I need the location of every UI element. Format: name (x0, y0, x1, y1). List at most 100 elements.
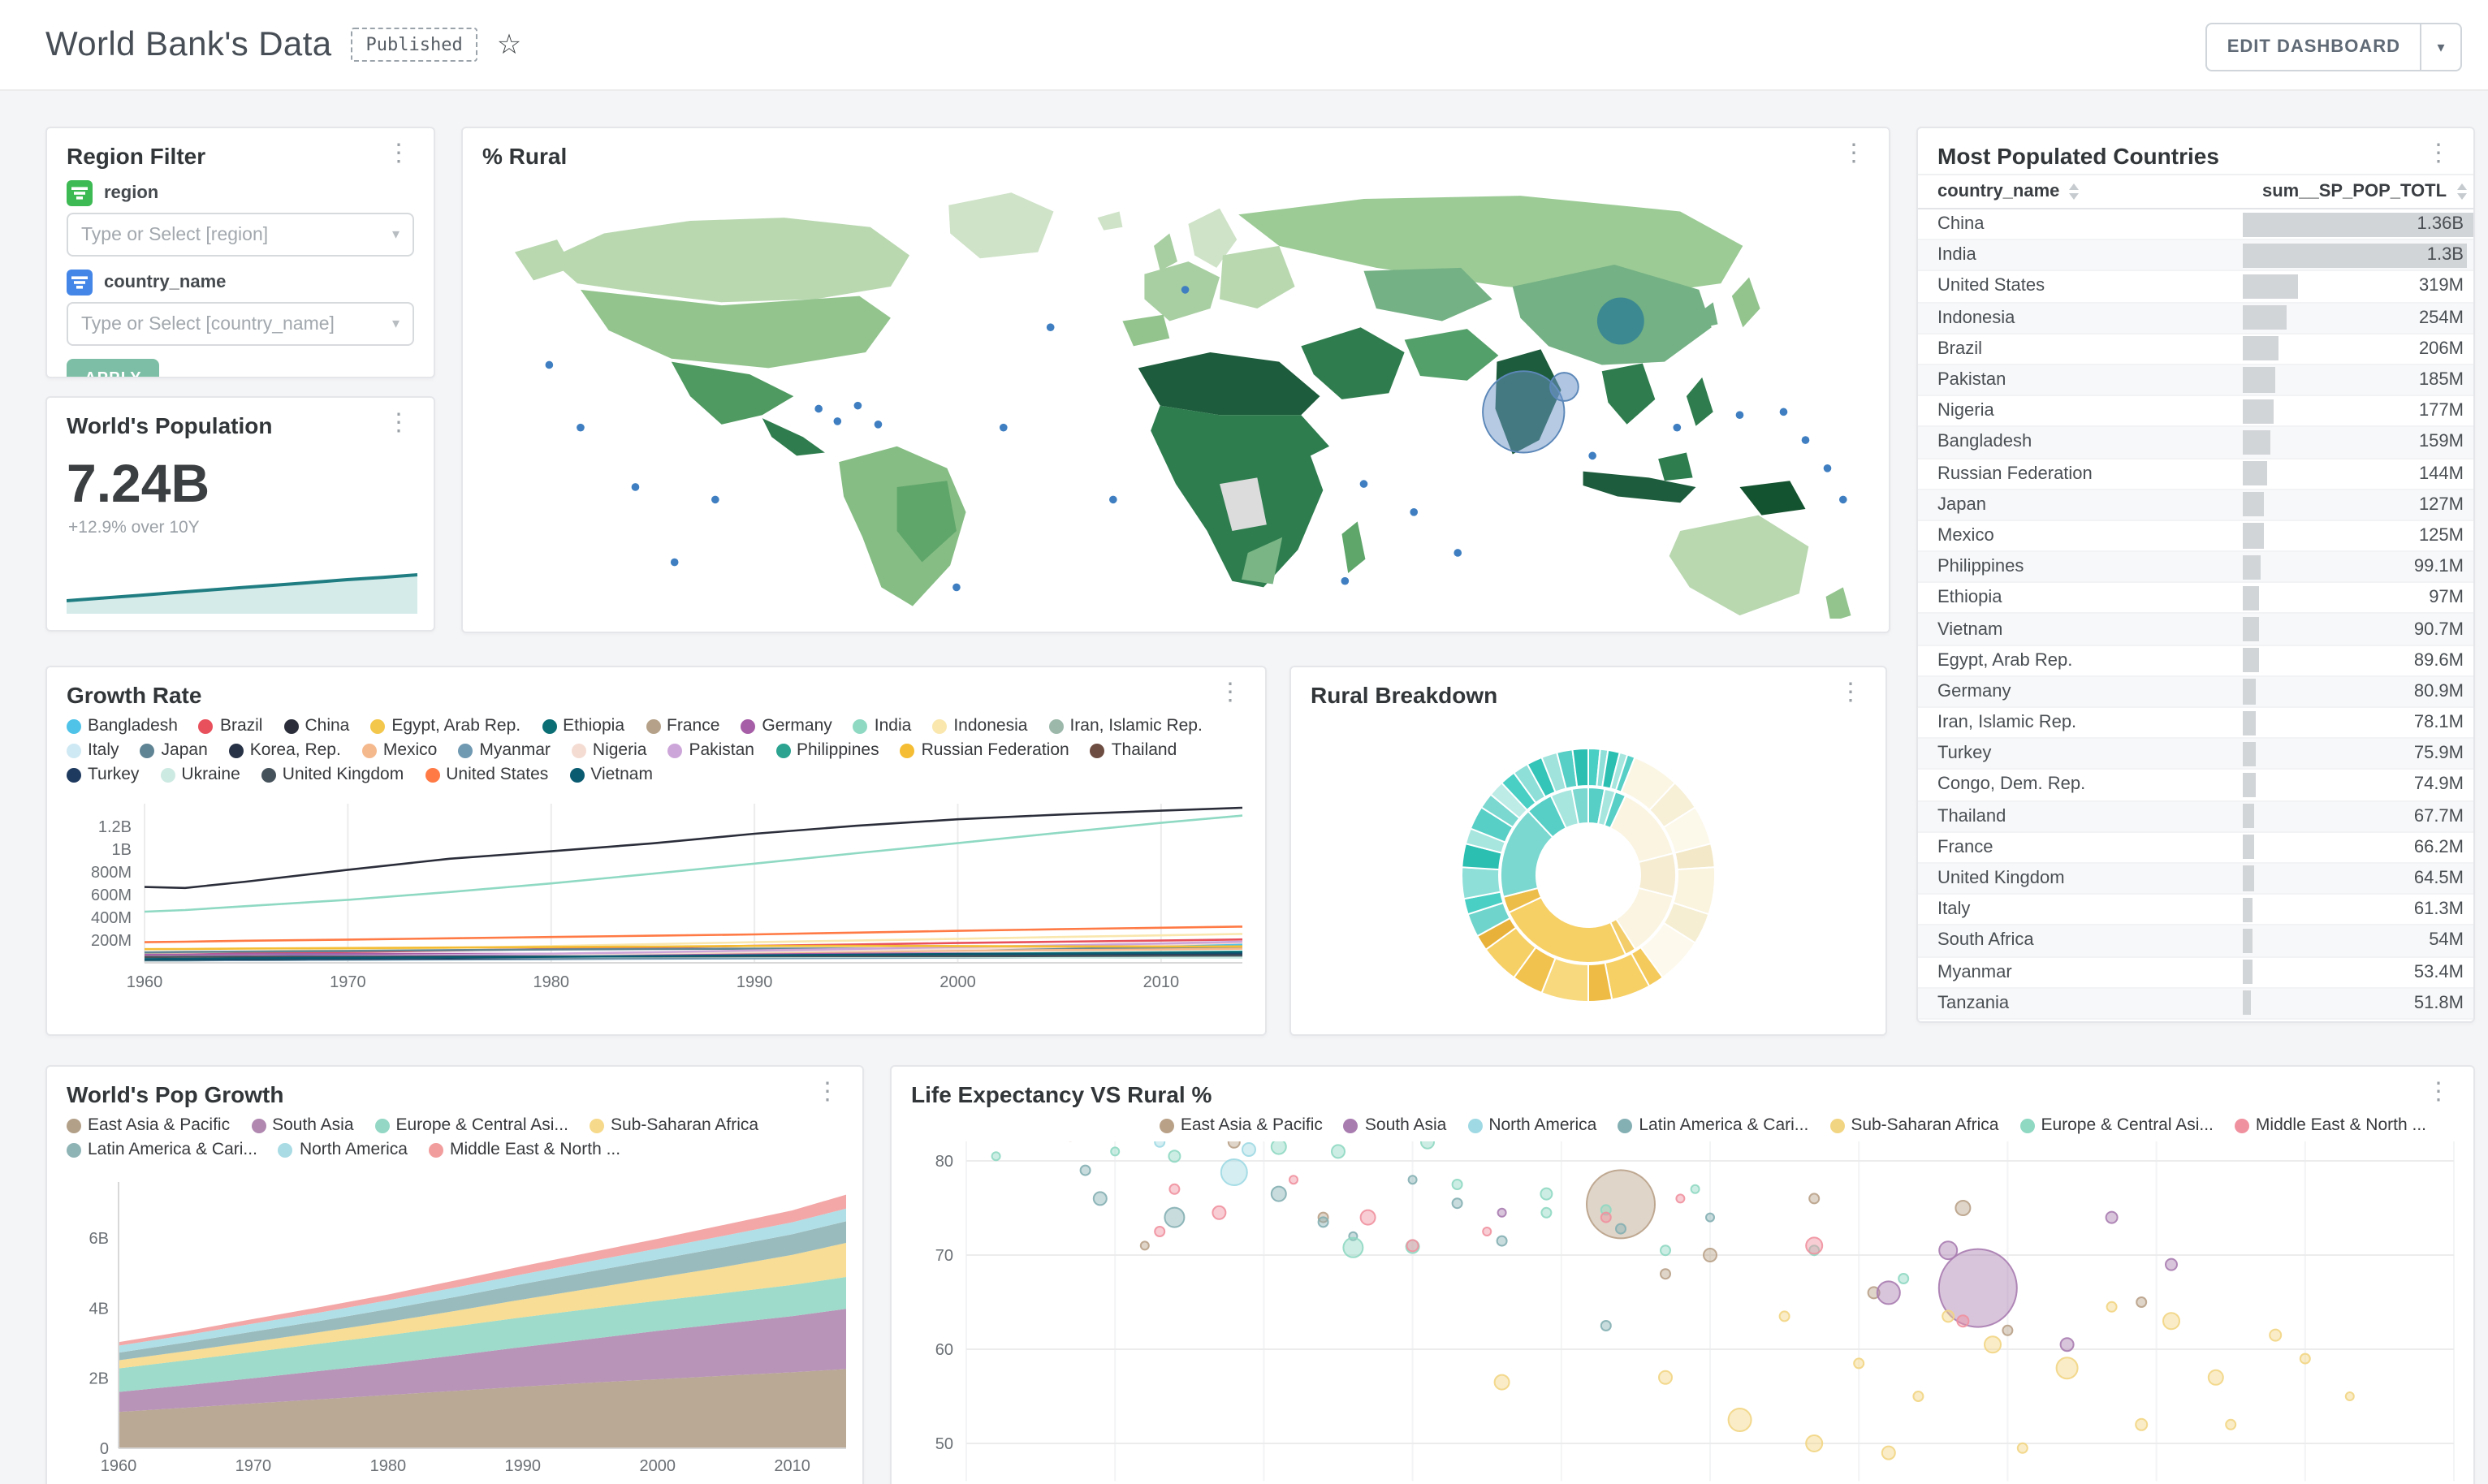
populated-countries-table: country_name sum__SP_POP_TOTL China 1.36B… (1918, 174, 2473, 1020)
legend-label: Ethiopia (563, 716, 625, 736)
legend-item[interactable]: France (646, 716, 719, 736)
value-text: 97M (2429, 588, 2464, 608)
legend-item[interactable]: East Asia & Pacific (67, 1115, 230, 1135)
legend-item[interactable]: United Kingdom (261, 765, 404, 784)
legend-item[interactable]: Europe & Central Asi... (374, 1115, 568, 1135)
legend-dot-icon (67, 1142, 81, 1157)
legend-item[interactable]: Mexico (361, 740, 437, 760)
legend-label: Nigeria (592, 740, 647, 760)
legend-item[interactable]: United States (425, 765, 548, 784)
legend-item[interactable]: Iran, Islamic Rep. (1048, 716, 1203, 736)
more-options-icon[interactable]: ⋮ (387, 409, 411, 437)
legend-item[interactable]: Nigeria (571, 740, 647, 760)
bubble (2344, 1391, 2355, 1401)
country-name-cell: Vietnam (1918, 613, 2243, 646)
card-worlds-pop-growth: World's Pop Growth ⋮ East Asia & Pacific… (45, 1065, 864, 1484)
legend-item[interactable]: South Asia (1343, 1115, 1446, 1135)
map-region-indonesia (1583, 471, 1696, 503)
more-options-icon[interactable]: ⋮ (1838, 679, 1863, 706)
column-header-country-name[interactable]: country_name (1918, 174, 2243, 209)
legend-label: North America (1488, 1115, 1597, 1135)
population-value-cell: 78.1M (2243, 707, 2473, 740)
edit-dashboard-button[interactable]: EDIT DASHBOARD (2205, 23, 2420, 71)
value-text: 185M (2418, 370, 2464, 390)
area-layer (119, 1309, 846, 1413)
value-bar (2243, 274, 2298, 300)
value-bar (2243, 835, 2255, 860)
legend-item[interactable]: Middle East & North ... (2234, 1115, 2426, 1135)
more-options-icon[interactable]: ⋮ (2426, 140, 2451, 167)
legend-item[interactable]: Vietnam (569, 765, 653, 784)
legend-item[interactable]: Indonesia (932, 716, 1027, 736)
legend-item[interactable]: Europe & Central Asi... (2019, 1115, 2214, 1135)
region-filter-select[interactable]: Type or Select [region] ▾ (67, 213, 414, 257)
table-row: Ethiopia 97M (1918, 582, 2473, 615)
legend-item[interactable]: Germany (741, 716, 832, 736)
bubble (2016, 1442, 2028, 1454)
value-bar (2243, 710, 2257, 736)
value-text: 159M (2418, 432, 2464, 452)
legend-item[interactable]: Ukraine (160, 765, 240, 784)
value-bar (2243, 990, 2252, 1016)
country-name-cell: Tanzania (1918, 987, 2243, 1020)
country-name-cell: Italy (1918, 894, 2243, 926)
legend-item[interactable]: Sub-Saharan Africa (1829, 1115, 1998, 1135)
value-text: 64.5M (2413, 869, 2464, 889)
legend-item[interactable]: Latin America & Cari... (1618, 1115, 1808, 1135)
legend-item[interactable]: North America (278, 1140, 408, 1159)
select-placeholder: Type or Select [country_name] (81, 314, 335, 334)
chart-element (1673, 423, 1682, 432)
legend-label: East Asia & Pacific (1180, 1115, 1323, 1135)
chart-element (1181, 286, 1190, 294)
table-row: Turkey 75.9M (1918, 738, 2473, 770)
country-name-cell: Egypt, Arab Rep. (1918, 645, 2243, 677)
legend-item[interactable]: Philippines (775, 740, 879, 760)
legend-item[interactable]: India (853, 716, 911, 736)
legend-item[interactable]: Ethiopia (542, 716, 624, 736)
bubble (1406, 1239, 1419, 1253)
chart-element (76, 286, 83, 289)
legend-item[interactable]: Egypt, Arab Rep. (370, 716, 520, 736)
legend-item[interactable]: Turkey (67, 765, 139, 784)
legend-item[interactable]: Korea, Rep. (228, 740, 341, 760)
more-options-icon[interactable]: ⋮ (2426, 1078, 2451, 1106)
chart-element (1779, 408, 1788, 416)
country-name-cell: China (1918, 209, 2243, 241)
legend-item[interactable]: East Asia & Pacific (1159, 1115, 1323, 1135)
legend-item[interactable]: Middle East & North ... (429, 1140, 620, 1159)
edit-dashboard-menu-button[interactable]: ▾ (2420, 23, 2462, 71)
apply-filter-button[interactable]: APPLY (67, 359, 160, 377)
country-filter-select[interactable]: Type or Select [country_name] ▾ (67, 302, 414, 346)
axis-label: 4B (89, 1300, 109, 1318)
more-options-icon[interactable]: ⋮ (387, 140, 411, 167)
bubble (1270, 1138, 1287, 1155)
legend-item[interactable]: Myanmar (458, 740, 551, 760)
legend-item[interactable]: Japan (140, 740, 208, 760)
pop-growth-legend: East Asia & Pacific South Asia Europe & Ce… (47, 1112, 843, 1163)
value-bar (2243, 960, 2253, 985)
legend-item[interactable]: North America (1467, 1115, 1596, 1135)
legend-item[interactable]: Italy (67, 740, 119, 760)
legend-item[interactable]: Russian Federation (900, 740, 1069, 760)
legend-item[interactable]: Sub-Saharan Africa (589, 1115, 758, 1135)
legend-dot-icon (2234, 1118, 2249, 1132)
axis-label: 1.2B (98, 818, 132, 836)
legend-item[interactable]: Bangladesh (67, 716, 178, 736)
legend-item[interactable]: Latin America & Cari... (67, 1140, 257, 1159)
value-text: 1.36B (2417, 214, 2464, 235)
favorite-star-icon[interactable]: ☆ (496, 29, 522, 60)
legend-item[interactable]: Pakistan (667, 740, 754, 760)
more-options-icon[interactable]: ⋮ (815, 1078, 840, 1106)
column-header-sum-pop[interactable]: sum__SP_POP_TOTL (2243, 174, 2473, 209)
legend-item[interactable]: China (283, 716, 349, 736)
legend-item[interactable]: Brazil (198, 716, 262, 736)
legend-item[interactable]: Thailand (1090, 740, 1177, 760)
value-text: 144M (2418, 464, 2464, 484)
legend-label: Italy (88, 740, 119, 760)
map-region-iran (1404, 329, 1499, 381)
more-options-icon[interactable]: ⋮ (1842, 140, 1866, 167)
chart-element (74, 281, 85, 284)
more-options-icon[interactable]: ⋮ (1218, 679, 1242, 706)
legend-item[interactable]: South Asia (251, 1115, 354, 1135)
card-rural-breakdown: Rural Breakdown ⋮ (1289, 666, 1887, 1036)
